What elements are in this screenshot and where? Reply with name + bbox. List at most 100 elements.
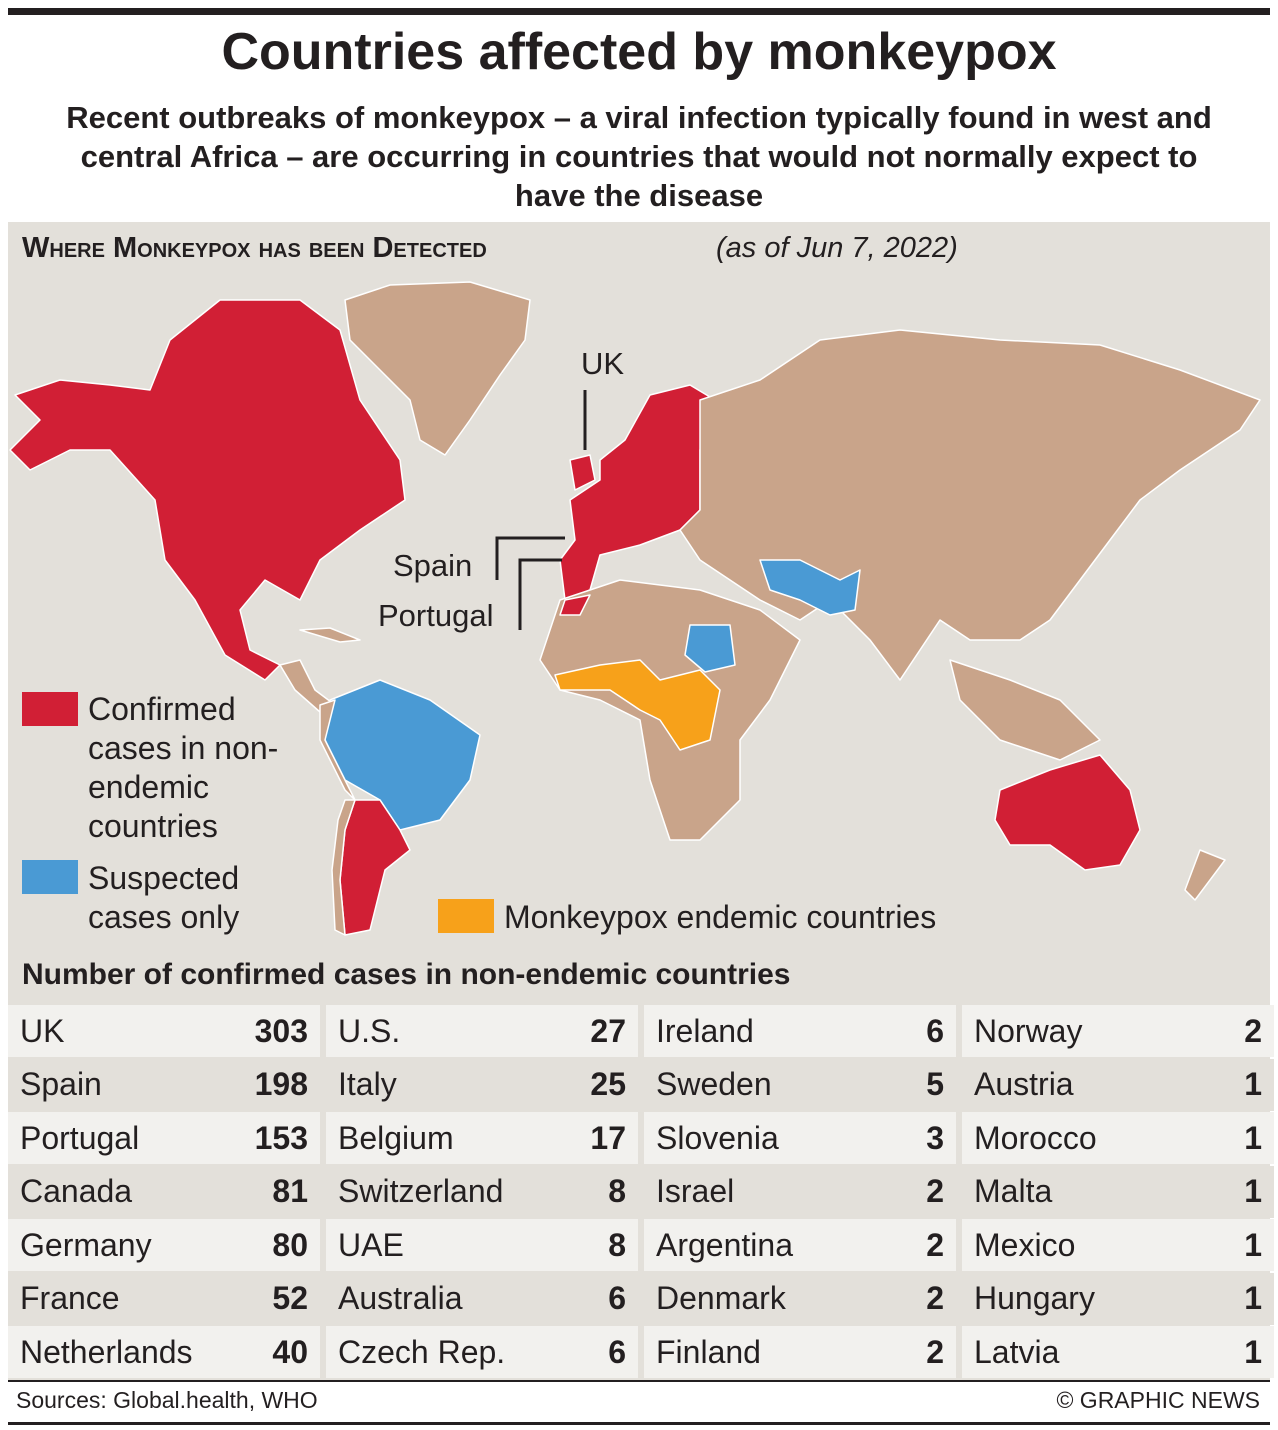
table-cell: UK 303 (8, 1005, 320, 1057)
country-name: Belgium (338, 1119, 454, 1156)
country-label: Portugal (375, 598, 497, 634)
country-name: U.S. (338, 1012, 401, 1049)
europe (559, 384, 716, 601)
greenland (344, 281, 531, 456)
map-date: (as of Jun 7, 2022) (716, 232, 958, 264)
case-count: 1 (1244, 1173, 1262, 1209)
case-count: 3 (926, 1119, 944, 1156)
country-label: UK (578, 346, 628, 382)
table-cell: Canada 81 (8, 1165, 320, 1218)
case-count: 2 (926, 1333, 944, 1370)
credit: © GRAPHIC NEWS (1056, 1387, 1260, 1413)
legend-text: Suspected cases only (88, 860, 240, 935)
country-name: Latvia (974, 1333, 1060, 1370)
case-count: 2 (926, 1173, 944, 1209)
case-count: 153 (254, 1119, 308, 1156)
country-name: Austria (974, 1066, 1074, 1102)
case-count: 6 (926, 1012, 944, 1049)
case-count: 2 (926, 1280, 944, 1316)
top-bar (8, 8, 1270, 15)
case-count: 6 (608, 1333, 626, 1370)
case-count: 27 (590, 1012, 626, 1049)
table-cell: Israel 2 (644, 1165, 956, 1218)
country-name: Switzerland (338, 1173, 504, 1209)
table-cell: Belgium 17 (326, 1112, 638, 1164)
table-cell: UAE 8 (326, 1219, 638, 1271)
case-count: 5 (926, 1066, 944, 1102)
case-count: 2 (1244, 1012, 1262, 1049)
table-cell: Italy 25 (326, 1058, 638, 1111)
case-count: 25 (590, 1066, 626, 1102)
legend-swatch (438, 899, 494, 933)
case-count: 8 (608, 1173, 626, 1209)
source: Sources: Global.health, WHO (16, 1387, 318, 1413)
table-cell: Germany 80 (8, 1219, 320, 1271)
portugal-leader (518, 558, 562, 630)
title: Countries affected by monkeypox (221, 23, 1057, 81)
table-cell: Mexico 1 (962, 1219, 1274, 1271)
table-cell: Argentina 2 (644, 1219, 956, 1271)
legend-swatch (22, 692, 78, 726)
case-count: 198 (254, 1066, 308, 1102)
andes (319, 699, 356, 801)
country-name: Ireland (656, 1012, 754, 1049)
table-cell: Sweden 5 (644, 1058, 956, 1111)
table-cell: Australia 6 (326, 1272, 638, 1325)
table-cell: Ireland 6 (644, 1005, 956, 1057)
table-cell: Norway 2 (962, 1005, 1274, 1057)
country-name: Mexico (974, 1226, 1076, 1263)
country-name: Argentina (656, 1226, 793, 1263)
case-count: 1 (1244, 1226, 1262, 1263)
country-name: Finland (656, 1333, 761, 1370)
case-count: 8 (608, 1226, 626, 1263)
country-name: Morocco (974, 1119, 1097, 1156)
country-label: Spain (390, 548, 476, 584)
country-name: Spain (20, 1066, 102, 1102)
country-name: Denmark (656, 1280, 786, 1316)
case-count: 52 (272, 1280, 308, 1316)
country-name: Portugal (20, 1119, 140, 1156)
table-cell: Spain 198 (8, 1058, 320, 1111)
case-count: 303 (254, 1012, 308, 1049)
country-name: Australia (338, 1280, 463, 1316)
country-name: UK (20, 1012, 65, 1049)
table-cell: Hungary 1 (962, 1272, 1274, 1325)
table-cell: Slovenia 3 (644, 1112, 956, 1164)
australia (994, 754, 1141, 871)
endemic-region (554, 659, 721, 751)
rule (8, 1380, 1270, 1382)
legend-text: Monkeypox endemic countries (504, 899, 937, 935)
new-zealand (1184, 849, 1226, 901)
country-name: Slovenia (656, 1119, 779, 1156)
case-count: 40 (272, 1333, 308, 1370)
world-map (9, 281, 1261, 936)
bottom-bar (8, 1422, 1270, 1425)
country-name: Hungary (974, 1280, 1095, 1316)
table-cell: France 52 (8, 1272, 320, 1325)
case-count: 1 (1244, 1280, 1262, 1316)
case-count: 80 (272, 1226, 308, 1263)
case-count: 6 (608, 1280, 626, 1316)
table-cell: Malta 1 (962, 1165, 1274, 1218)
legend-swatch (22, 860, 78, 894)
chile (331, 799, 356, 936)
country-name: Netherlands (20, 1333, 193, 1370)
southeast-asia (949, 659, 1101, 761)
spain-leader (495, 536, 565, 580)
table-cell: Switzerland 8 (326, 1165, 638, 1218)
country-name: Canada (20, 1173, 133, 1209)
country-name: Sweden (656, 1066, 772, 1102)
case-count: 17 (590, 1119, 626, 1156)
table-cell: Netherlands 40 (8, 1326, 320, 1378)
table-cell: Denmark 2 (644, 1272, 956, 1325)
subtitle: Recent outbreaks of monkeypox – a viral … (66, 100, 1212, 213)
table-cell: Latvia 1 (962, 1326, 1274, 1378)
sudan (684, 624, 736, 673)
table-cell: Finland 2 (644, 1326, 956, 1378)
country-name: Italy (338, 1066, 397, 1102)
country-name: Israel (656, 1173, 735, 1209)
case-count: 2 (926, 1226, 944, 1263)
map-heading: Where Monkeypox has been Detected (22, 232, 487, 264)
country-name: Malta (974, 1173, 1053, 1209)
country-name: Norway (974, 1012, 1083, 1049)
